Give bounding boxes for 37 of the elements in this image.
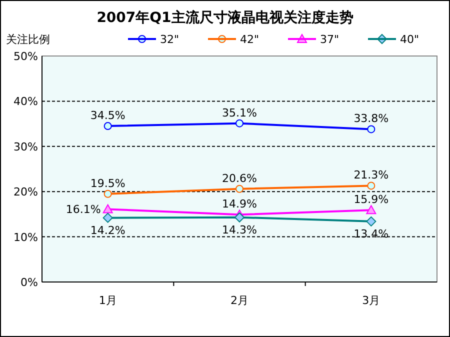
data-label: 21.3% — [354, 168, 389, 182]
chart-title: 2007年Q1主流尺寸液晶电视关注度走势 — [96, 9, 354, 26]
legend-label: 37" — [320, 33, 340, 46]
data-label: 19.5% — [90, 176, 126, 190]
y-tick-label: 0% — [20, 276, 38, 289]
legend-label: 40" — [400, 33, 420, 46]
data-label: 15.9% — [354, 193, 389, 206]
data-label: 34.5% — [90, 109, 126, 122]
legend-label: 42" — [240, 33, 260, 46]
point — [234, 212, 244, 222]
y-tick-label: 50% — [14, 50, 38, 63]
point — [367, 182, 376, 190]
point — [236, 119, 244, 128]
point — [366, 216, 376, 226]
y-tick-label: 40% — [14, 95, 38, 108]
point — [104, 190, 112, 198]
y-tick-label: 10% — [14, 230, 38, 244]
point — [102, 212, 113, 223]
y-tick-label: 30% — [14, 140, 38, 154]
data-label: 14.9% — [222, 198, 257, 211]
data-label: 16.1% — [66, 203, 101, 216]
y-axis-title: 关注比例 — [6, 33, 50, 46]
point — [236, 184, 244, 193]
x-tick-label: 2月 — [230, 294, 248, 307]
data-label: 14.2% — [90, 224, 126, 237]
data-label: 35.1% — [222, 106, 257, 120]
point — [367, 125, 376, 134]
y-tick-label: 20% — [14, 186, 38, 199]
data-label: 14.3% — [222, 223, 257, 236]
data-label: 33.8% — [354, 112, 389, 126]
point — [102, 204, 113, 214]
legend-label: 32" — [160, 33, 180, 46]
data-label: 20.6% — [222, 172, 257, 185]
x-tick-label: 1月 — [98, 294, 117, 307]
x-tick-label: 3月 — [362, 294, 380, 307]
point — [104, 122, 112, 130]
point — [366, 205, 376, 214]
